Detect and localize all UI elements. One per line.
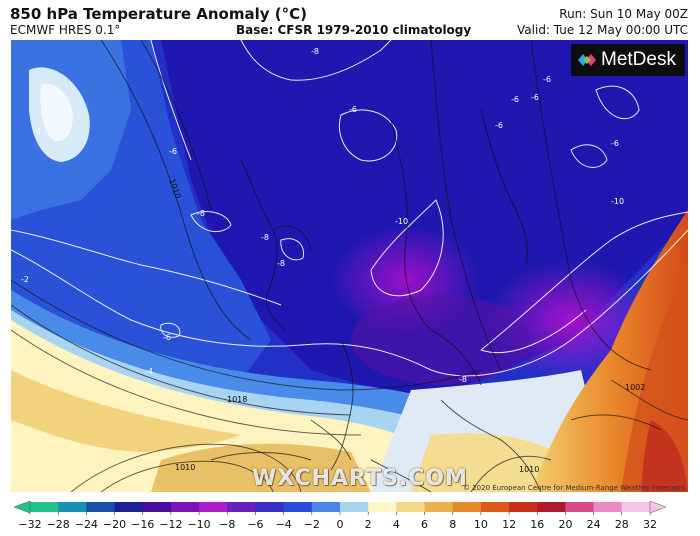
anomaly-label: -6 <box>543 75 551 84</box>
colorbar-segment <box>396 502 426 512</box>
anomaly-label: -6 <box>531 93 539 102</box>
colorbar-tick-label: 16 <box>530 518 544 531</box>
colorbar-segment <box>593 502 623 512</box>
map-canvas: -6 -6 -6 -6 -6 -8 -8 -8 -8 -8 -10 -10 -4… <box>11 40 688 492</box>
anomaly-label: -6 <box>169 147 177 156</box>
colorbar-tick-label: 8 <box>449 518 456 531</box>
ecmwf-copyright: © 2020 European Centre for Medium-Range … <box>463 484 686 492</box>
colorbar-segment <box>255 502 285 512</box>
chart-title: 850 hPa Temperature Anomaly (°C) <box>10 5 307 23</box>
colorbar-tick-label: −6 <box>247 518 263 531</box>
colorbar-tick-label: 2 <box>365 518 372 531</box>
colorbar-segment <box>199 502 228 512</box>
isobar-label: 1018 <box>227 395 247 404</box>
anomaly-map[interactable]: -6 -6 -6 -6 -6 -8 -8 -8 -8 -8 -10 -10 -4… <box>11 40 688 492</box>
colorbar-tick-label: 28 <box>615 518 629 531</box>
anomaly-label: -6 <box>163 333 171 342</box>
colorbar-tick-label: −10 <box>187 518 210 531</box>
colorbar-segment <box>58 502 87 512</box>
colorbar-left-arrow <box>13 500 31 514</box>
anomaly-label: -6 <box>495 121 503 130</box>
header: 850 hPa Temperature Anomaly (°C) ECMWF H… <box>0 0 700 40</box>
isobar-label: 1002 <box>625 383 645 392</box>
anomaly-label: -4 <box>145 367 153 376</box>
greenland-white-patch <box>40 84 73 142</box>
colorbar-segment <box>424 502 454 512</box>
colorbar-tick-label: −24 <box>75 518 98 531</box>
far-east-red <box>641 420 688 492</box>
colorbar-segment <box>227 502 257 512</box>
anomaly-label: -10 <box>395 217 408 226</box>
anomaly-label: -8 <box>261 233 269 242</box>
colorbar-tick-label: −2 <box>304 518 320 531</box>
colorbar-segment <box>30 502 59 512</box>
anomaly-label: -10 <box>611 197 624 206</box>
colorbar-segment <box>311 502 341 512</box>
anomaly-label: -8 <box>277 259 285 268</box>
anomaly-label-group: -6 -6 -6 -6 -6 -8 -8 -8 -8 -8 -10 -10 -4… <box>21 47 624 384</box>
colorbar-segment <box>86 502 116 512</box>
colorbar-segment <box>621 502 651 512</box>
colorbar-tick-label: −4 <box>276 518 292 531</box>
wxcharts-watermark: WXCHARTS.COM <box>252 466 468 491</box>
anomaly-label: -8 <box>197 209 205 218</box>
colorbar-tick-label: −28 <box>47 518 70 531</box>
colorbar-segment <box>537 502 567 512</box>
colorbar-segment <box>170 502 200 512</box>
metdesk-logo-icon <box>578 54 596 66</box>
colorbar-tick-label: 20 <box>558 518 572 531</box>
isobar-label: 1010 <box>519 465 539 474</box>
purple-band <box>351 295 531 385</box>
colorbar-right-arrow <box>649 500 667 514</box>
anomaly-label: -6 <box>349 105 357 114</box>
anomaly-label: -6 <box>611 139 619 148</box>
isobar-contours <box>11 40 688 492</box>
colorbar-segment <box>565 502 595 512</box>
colorbar-tick-label: −12 <box>159 518 182 531</box>
iberia-warm-region <box>151 443 371 492</box>
colorbar-tick-label: 24 <box>587 518 601 531</box>
colorbar-tick-label: 4 <box>393 518 400 531</box>
colorbar-tick-label: −20 <box>103 518 126 531</box>
anomaly-contours <box>11 40 688 377</box>
anomaly-label: -2 <box>21 275 29 284</box>
metdesk-logo: MetDesk <box>571 44 685 76</box>
colorbar-tick-label: −16 <box>131 518 154 531</box>
colorbar-segment <box>452 502 482 512</box>
anomaly-label: -4 <box>33 127 41 136</box>
valid-time-label: Valid: Tue 12 May 00:00 UTC <box>517 23 688 37</box>
colorbar-segment <box>142 502 172 512</box>
logo-text: MetDesk <box>601 49 676 70</box>
colorbar-tick-label: 32 <box>643 518 657 531</box>
model-label: ECMWF HRES 0.1° <box>10 23 121 37</box>
colorbar-tick-label: 10 <box>474 518 488 531</box>
colorbar-segment <box>480 502 510 512</box>
atlantic-warm-band <box>11 370 241 452</box>
anomaly-label: -6 <box>511 95 519 104</box>
colorbar-segment <box>114 502 144 512</box>
colorbar-segment <box>340 502 369 512</box>
colorbar-segment <box>283 502 313 512</box>
coastlines <box>210 109 542 492</box>
colorbar-ticks: −32 −28 −24 −20 −16 −12 −10 −8 −6 −4 −2 0 2 4 6 8 10 12 16… <box>18 512 657 531</box>
colorbar-tick-label: 0 <box>337 518 344 531</box>
colorbar-tick-label: −8 <box>219 518 235 531</box>
italy-warm <box>411 433 571 492</box>
colorbar-segments <box>30 502 651 512</box>
anomaly-label: -8 <box>311 47 319 56</box>
run-time-label: Run: Sun 10 May 00Z <box>559 7 688 21</box>
colorbar-tick-label: 6 <box>421 518 428 531</box>
climatology-base-label: Base: CFSR 1979-2010 climatology <box>236 23 472 37</box>
colorbar-segment <box>509 502 538 512</box>
colorbar-tick-label: 12 <box>502 518 516 531</box>
isobar-label: 1010 <box>175 463 195 472</box>
colorbar: −32 −28 −24 −20 −16 −12 −10 −8 −6 −4 −2 0 2 4 6 8 10 12 16… <box>13 500 667 531</box>
anomaly-label: -8 <box>459 375 467 384</box>
colorbar-segment <box>368 502 397 512</box>
colorbar-tick-label: −32 <box>18 518 41 531</box>
east-hot-core <box>621 260 688 492</box>
